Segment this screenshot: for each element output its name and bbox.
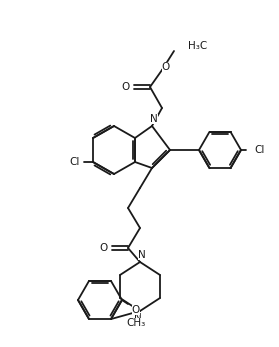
Text: H₃C: H₃C <box>188 41 207 51</box>
Text: O: O <box>132 305 140 315</box>
Text: O: O <box>122 82 130 92</box>
Text: N: N <box>150 114 158 124</box>
Text: Cl: Cl <box>70 157 80 167</box>
Text: CH₃: CH₃ <box>126 318 146 328</box>
Text: N: N <box>138 250 146 260</box>
Text: O: O <box>100 243 108 253</box>
Text: O: O <box>162 62 170 72</box>
Text: N: N <box>134 313 142 323</box>
Text: Cl: Cl <box>254 145 264 155</box>
